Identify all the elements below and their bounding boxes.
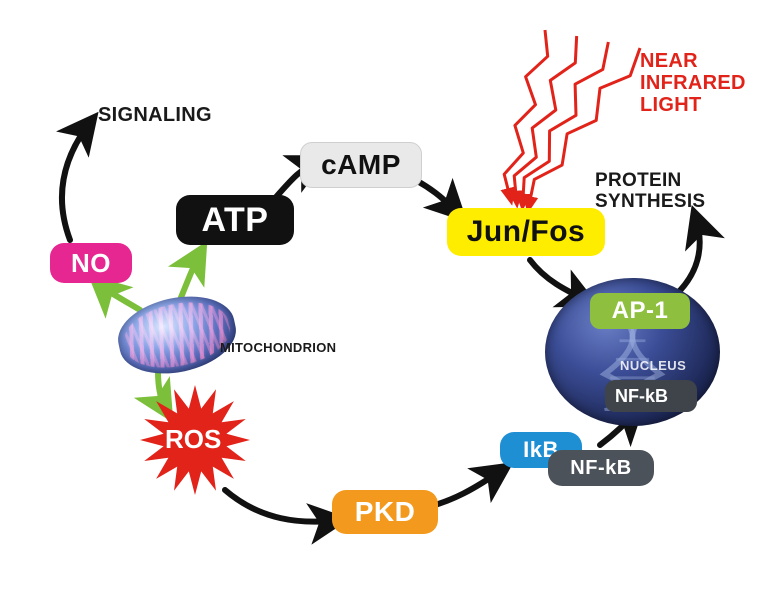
near-infrared-label: NEAR INFRARED LIGHT	[640, 50, 746, 116]
nucleus-label: NUCLEUS	[620, 358, 686, 373]
light-ray-1	[514, 36, 576, 204]
node-nfkb-cytoplasm: NF-kB	[548, 450, 654, 486]
protein-synthesis-label: PROTEIN SYNTHESIS	[595, 170, 705, 212]
mitochondrion-graphic	[112, 287, 243, 384]
node-no: NO	[50, 243, 132, 283]
node-atp: ATP	[176, 195, 294, 245]
node-ros: ROS	[165, 424, 221, 455]
signaling-label: SIGNALING	[98, 104, 212, 127]
mitochondrion-label: MITOCHONDRION	[220, 340, 336, 355]
node-pkd: PKD	[332, 490, 438, 534]
node-ap1: AP-1	[590, 293, 690, 329]
node-camp: cAMP	[300, 142, 422, 188]
edge-mito-to-ros	[158, 372, 168, 414]
edge-no-to-signaling	[62, 120, 92, 240]
light-ray-0	[504, 30, 548, 201]
node-junfos: Jun/Fos	[447, 208, 605, 256]
edge-mito-to-no	[96, 282, 140, 310]
edge-mito-to-atp	[180, 250, 202, 300]
node-nfkb-nucleus: NF-kB	[605, 380, 697, 412]
diagram-stage: SIGNALING NEAR INFRARED LIGHT PROTEIN SY…	[0, 0, 768, 597]
edge-ros-to-pkd	[225, 490, 340, 522]
